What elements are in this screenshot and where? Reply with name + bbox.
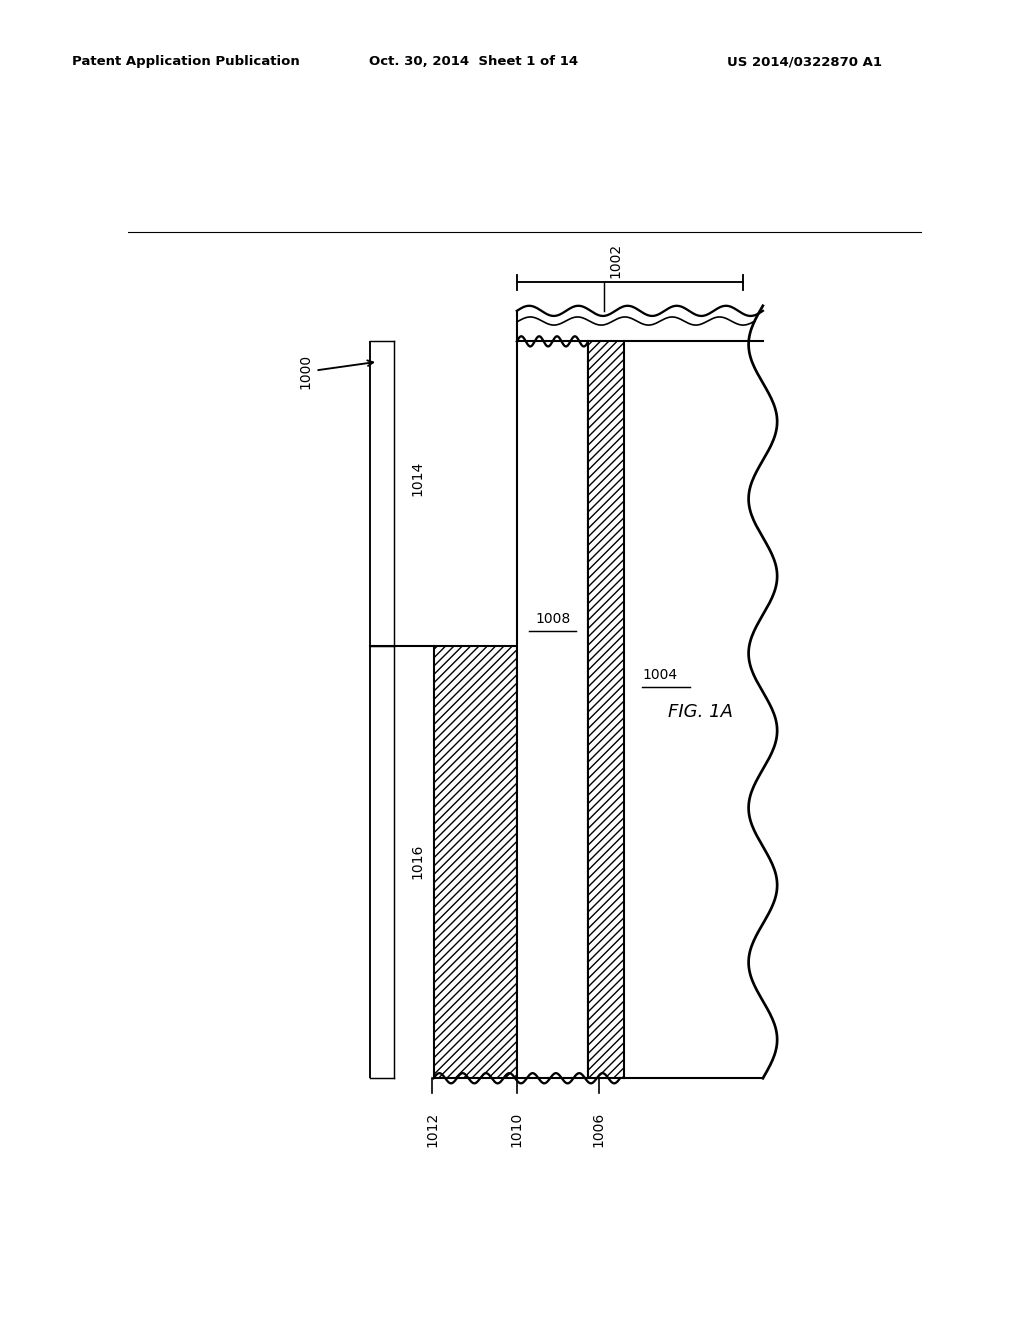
Bar	[517, 342, 588, 1078]
Text: FIG. 1A: FIG. 1A	[668, 704, 732, 721]
Bar	[588, 342, 624, 1078]
Text: 1004: 1004	[642, 668, 678, 682]
Bar	[433, 647, 517, 1078]
Text: 1012: 1012	[425, 1111, 439, 1147]
Text: Oct. 30, 2014  Sheet 1 of 14: Oct. 30, 2014 Sheet 1 of 14	[369, 55, 578, 69]
Text: US 2014/0322870 A1: US 2014/0322870 A1	[727, 55, 882, 69]
Text: Patent Application Publication: Patent Application Publication	[72, 55, 299, 69]
Text: 1010: 1010	[510, 1111, 524, 1147]
Text: 1002: 1002	[608, 243, 623, 277]
Text: 1014: 1014	[411, 461, 425, 496]
Text: 1008: 1008	[535, 612, 570, 626]
Text: 1000: 1000	[299, 354, 373, 389]
Text: 1016: 1016	[411, 843, 425, 879]
Text: 1006: 1006	[592, 1111, 605, 1147]
